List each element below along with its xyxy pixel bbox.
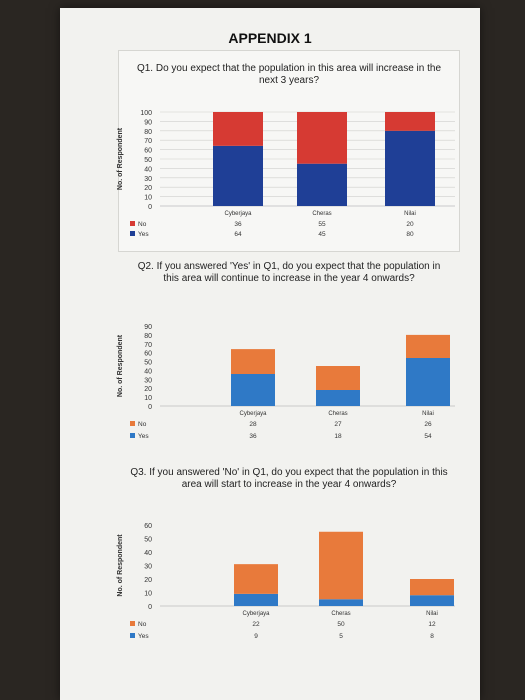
q1-table-value-yes: 45 (318, 231, 326, 238)
q1-bar-no (213, 112, 263, 146)
q2-bar-no (406, 334, 450, 358)
q2-category-label: Cyberjaya (239, 411, 267, 417)
q1-table-value-no: 55 (318, 221, 326, 228)
q3-y-tick: 10 (144, 591, 152, 598)
q2-y-tick: 70 (144, 342, 152, 349)
q3-category-label: Nilai (426, 611, 438, 617)
q2-legend-swatch-yes (130, 433, 135, 438)
page-heading: APPENDIX 1 (228, 30, 312, 46)
q1-bar-no (297, 112, 347, 164)
q2-y-tick: 0 (148, 404, 152, 411)
q2-y-tick: 90 (144, 324, 152, 331)
q2-y-tick: 40 (144, 368, 152, 375)
q3-bar-yes (234, 593, 278, 606)
q1-category-label: Cheras (312, 211, 331, 217)
q1-bar-no (385, 112, 435, 131)
q3-bar-yes (319, 599, 363, 606)
q3-category-label: Cheras (331, 611, 350, 617)
q2-category-label: Cheras (328, 411, 347, 417)
q1-y-tick: 20 (144, 185, 152, 192)
q2-legend-swatch-no (130, 421, 135, 426)
q1-y-tick: 50 (144, 157, 152, 164)
q3-bar-no (319, 531, 363, 600)
q1-y-tick: 0 (148, 204, 152, 211)
q2-table-value-no: 28 (249, 421, 257, 428)
q3-table-value-no: 22 (252, 621, 260, 628)
q1-table-value-yes: 64 (234, 231, 242, 238)
q1-y-tick: 10 (144, 195, 152, 202)
q1-legend-label-yes: Yes (138, 231, 149, 238)
q2-y-tick: 60 (144, 351, 152, 358)
q1-category-label: Cyberjaya (224, 211, 252, 217)
chart-title-q1: Q1. Do you expect that the population in… (136, 63, 442, 86)
q3-legend-swatch-no (130, 621, 135, 626)
q2-bar-yes (316, 390, 360, 406)
q1-table-value-no: 36 (234, 221, 242, 228)
q2-y-tick: 10 (144, 395, 152, 402)
appendix-page: APPENDIX 1 Q1. Do you expect that the po… (60, 8, 480, 700)
q3-y-axis-label: No. of Respondent (117, 534, 124, 597)
q1-y-tick: 90 (144, 119, 152, 126)
q2-table-value-yes: 54 (424, 433, 432, 440)
q2-bar-no (316, 366, 360, 390)
q2-bar-no (231, 349, 275, 374)
q2-y-axis-label: No. of Respondent (117, 334, 124, 397)
chart-panel-q3: Q3. If you answered 'No' in Q1, do you e… (118, 460, 460, 672)
q3-legend-label-no: No (138, 621, 147, 628)
q2-legend-label-yes: Yes (138, 433, 149, 440)
q3-table-value-no: 12 (428, 621, 436, 628)
chart-title-q3: Q3. If you answered 'No' in Q1, do you e… (130, 467, 448, 490)
q3-y-tick: 60 (144, 523, 152, 530)
q2-table-value-yes: 18 (334, 433, 342, 440)
q3-table-value-yes: 8 (430, 633, 434, 640)
q3-y-tick: 0 (148, 604, 152, 611)
q3-table-value-no: 50 (337, 621, 345, 628)
q1-legend-swatch-yes (130, 231, 135, 236)
q1-y-tick: 60 (144, 148, 152, 155)
q2-table-value-yes: 36 (249, 433, 257, 440)
q3-y-tick: 20 (144, 577, 152, 584)
q1-y-axis-label: No. of Respondent (117, 127, 124, 190)
q3-y-tick: 40 (144, 550, 152, 557)
q1-y-tick: 40 (144, 166, 152, 173)
q2-bar-yes (231, 374, 275, 406)
q1-y-tick: 100 (140, 110, 152, 117)
q2-y-tick: 20 (144, 386, 152, 393)
q3-table-value-yes: 9 (254, 633, 258, 640)
q2-bar-yes (406, 358, 450, 406)
q3-legend-label-yes: Yes (138, 633, 149, 640)
q2-y-tick: 30 (144, 377, 152, 384)
q2-category-label: Nilai (422, 411, 434, 417)
chart-title-q2: Q2. If you answered 'Yes' in Q1, do you … (137, 261, 441, 284)
q3-legend-swatch-yes (130, 633, 135, 638)
q1-bar-yes (385, 130, 435, 206)
q3-category-label: Cyberjaya (242, 611, 270, 617)
q1-category-label: Nilai (404, 211, 416, 217)
q1-y-tick: 80 (144, 129, 152, 136)
q2-table-value-no: 26 (424, 421, 432, 428)
q1-bar-yes (297, 163, 347, 206)
q3-bar-yes (410, 595, 454, 606)
q1-table-value-no: 20 (406, 221, 414, 228)
q1-y-tick: 70 (144, 138, 152, 145)
q1-table-value-yes: 80 (406, 231, 414, 238)
chart-panel-q2: Q2. If you answered 'Yes' in Q1, do you … (118, 254, 460, 456)
q3-y-tick: 50 (144, 537, 152, 544)
q1-legend-label-no: No (138, 221, 147, 228)
q3-bar-no (234, 564, 278, 594)
q3-y-tick: 30 (144, 564, 152, 571)
q1-y-tick: 30 (144, 176, 152, 183)
q2-y-tick: 50 (144, 360, 152, 367)
q1-legend-swatch-no (130, 221, 135, 226)
q2-y-tick: 80 (144, 333, 152, 340)
q1-bar-yes (213, 145, 263, 206)
q2-legend-label-no: No (138, 421, 147, 428)
q3-table-value-yes: 5 (339, 633, 343, 640)
q3-bar-no (410, 579, 454, 596)
q2-table-value-no: 27 (334, 421, 342, 428)
